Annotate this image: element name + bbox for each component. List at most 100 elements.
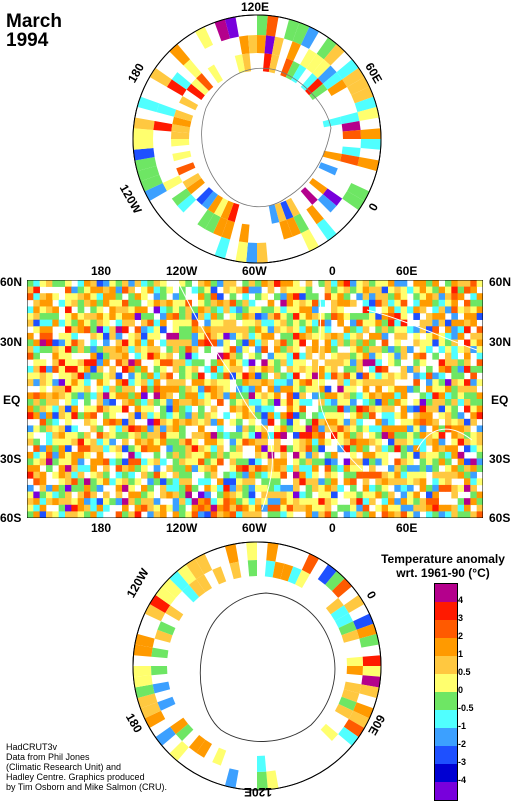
- grid-cell: [204, 339, 211, 347]
- grid-cell: [65, 385, 72, 393]
- grid-cell: [58, 445, 66, 453]
- grid-cell: [337, 339, 344, 347]
- grid-cell: [77, 306, 85, 314]
- polar-cell: [359, 684, 380, 699]
- grid-cell: [445, 418, 452, 426]
- grid-cell: [451, 438, 458, 446]
- grid-cell: [369, 346, 376, 354]
- grid-cell: [204, 438, 211, 446]
- grid-cell: [267, 326, 275, 334]
- grid-cell: [65, 405, 72, 413]
- grid-cell: [71, 346, 78, 354]
- grid-cell: [394, 412, 401, 420]
- grid-cell: [381, 491, 389, 499]
- grid-cell: [84, 451, 91, 459]
- polar-cell: [214, 236, 231, 259]
- polar-cell: [316, 37, 337, 60]
- grid-cell: [236, 359, 243, 367]
- polar-cell: [196, 574, 212, 593]
- grid-cell: [293, 425, 300, 433]
- grid-cell: [141, 471, 148, 479]
- grid-cell: [375, 293, 382, 301]
- grid-cell: [198, 498, 205, 506]
- grid-cell: [312, 471, 319, 479]
- grid-cell: [236, 458, 243, 466]
- grid-cell: [153, 379, 161, 387]
- grid-cell: [394, 484, 401, 492]
- grid-cell: [77, 359, 85, 367]
- grid-cell: [71, 504, 78, 512]
- grid-cell: [128, 498, 135, 506]
- grid-cell: [153, 319, 161, 327]
- grid-cell: [324, 346, 332, 354]
- legend-swatch: [435, 584, 457, 602]
- grid-cell: [77, 438, 85, 446]
- grid-cell: [179, 352, 186, 360]
- grid-cell: [464, 313, 471, 320]
- grid-cell: [432, 504, 439, 512]
- grid-cell: [103, 372, 110, 380]
- polar-cell: [207, 64, 223, 84]
- grid-cell: [470, 432, 477, 439]
- grid-cell: [381, 418, 389, 426]
- grid-cell: [166, 306, 173, 314]
- grid-cell: [464, 458, 471, 466]
- grid-cell: [255, 293, 262, 301]
- grid-cell: [77, 504, 85, 512]
- grid-cell: [280, 458, 287, 466]
- grid-cell: [337, 418, 344, 426]
- grid-cell: [331, 392, 338, 400]
- grid-cell: [65, 346, 72, 354]
- grid-cell: [217, 392, 224, 400]
- grid-cell: [172, 471, 180, 479]
- grid-cell: [312, 432, 319, 439]
- grid-cell: [286, 392, 294, 400]
- grid-cell: [318, 352, 325, 360]
- grid-cell: [445, 412, 452, 420]
- grid-cell: [356, 438, 363, 446]
- grid-cell: [324, 332, 332, 340]
- grid-cell: [369, 286, 376, 294]
- grid-cell: [400, 412, 408, 420]
- grid-cell: [153, 332, 161, 340]
- polar-cell: [156, 103, 177, 117]
- grid-cell: [400, 418, 408, 426]
- grid-cell: [134, 392, 142, 400]
- grid-cell: [369, 293, 376, 301]
- grid-cell: [166, 372, 173, 380]
- grid-cell: [362, 286, 370, 294]
- grid-cell: [312, 326, 319, 334]
- grid-cell: [375, 451, 382, 459]
- grid-cell: [419, 484, 427, 492]
- polar-cell: [280, 200, 294, 220]
- grid-cell: [242, 339, 249, 347]
- grid-cell: [293, 471, 300, 479]
- polar-cell: [196, 739, 212, 758]
- grid-cell: [248, 491, 256, 499]
- grid-cell: [71, 484, 78, 492]
- grid-cell: [274, 491, 281, 499]
- grid-cell: [381, 405, 389, 413]
- grid-cell: [305, 399, 313, 406]
- grid-cell: [179, 359, 186, 367]
- grid-cell: [141, 438, 148, 446]
- grid-cell: [438, 385, 446, 393]
- grid-cell: [134, 359, 142, 367]
- grid-cell: [375, 385, 382, 393]
- polar-cell: [157, 621, 176, 636]
- grid-cell: [464, 280, 471, 287]
- grid-cell: [46, 425, 53, 433]
- grid-cell: [280, 511, 287, 518]
- grid-cell: [71, 458, 78, 466]
- grid-cell: [413, 359, 420, 367]
- grid-cell: [204, 484, 211, 492]
- grid-cell: [134, 299, 142, 307]
- grid-cell: [331, 491, 338, 499]
- grid-cell: [267, 280, 275, 287]
- grid-cell: [210, 432, 218, 439]
- grid-cell: [39, 326, 47, 334]
- grid-cell: [312, 392, 319, 400]
- grid-cell: [141, 385, 148, 393]
- grid-cell: [172, 359, 180, 367]
- grid-cell: [438, 478, 446, 486]
